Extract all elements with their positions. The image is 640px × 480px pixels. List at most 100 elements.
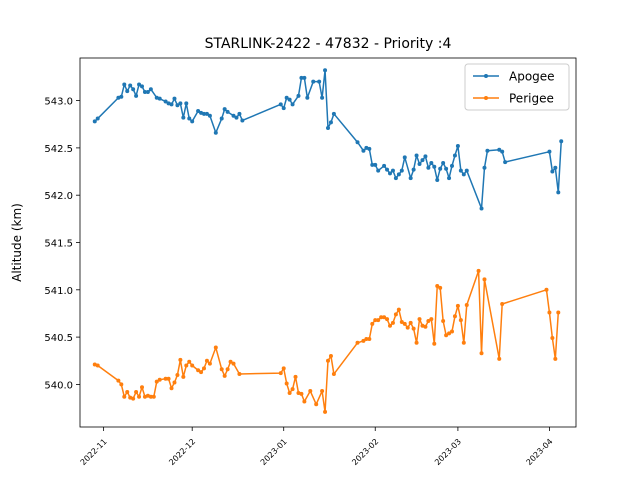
data-point <box>326 126 330 131</box>
data-point <box>190 363 195 368</box>
data-point <box>305 95 310 100</box>
data-point <box>323 68 328 73</box>
data-point <box>388 171 392 176</box>
data-point <box>441 319 446 324</box>
data-point <box>385 167 390 172</box>
legend-label: Perigee <box>509 92 554 106</box>
data-point <box>278 102 283 107</box>
data-point <box>119 382 124 387</box>
data-point <box>438 285 443 290</box>
data-point <box>323 409 328 414</box>
y-tick-label: 540.5 <box>44 333 73 344</box>
data-point <box>175 103 180 108</box>
data-point <box>134 389 139 394</box>
data-point <box>331 111 336 116</box>
data-point <box>408 176 413 181</box>
data-point <box>435 178 440 183</box>
data-point <box>479 351 484 356</box>
data-point <box>237 111 242 116</box>
legend-label: Apogee <box>509 70 555 84</box>
y-axis-label: Altitude (km) <box>10 203 24 282</box>
data-point <box>184 101 189 106</box>
data-point <box>125 389 130 394</box>
data-point <box>207 113 212 118</box>
data-point <box>441 161 446 166</box>
data-point <box>550 169 555 174</box>
y-tick-label: 542.0 <box>44 191 73 202</box>
data-point <box>148 87 153 92</box>
data-point <box>166 376 171 381</box>
data-point <box>178 357 183 362</box>
data-point <box>299 75 304 80</box>
data-point <box>199 370 204 375</box>
data-point <box>163 99 168 104</box>
data-point <box>450 329 454 334</box>
data-point <box>503 160 508 165</box>
data-point <box>447 176 452 181</box>
data-point <box>213 345 218 350</box>
data-point <box>426 165 431 170</box>
data-point <box>455 303 460 308</box>
data-point <box>190 119 195 124</box>
data-point <box>402 321 407 326</box>
data-point <box>299 391 304 396</box>
data-point <box>290 387 295 392</box>
y-tick-label: 543.0 <box>44 97 73 108</box>
data-point <box>154 379 159 384</box>
data-point <box>411 326 416 331</box>
data-point <box>497 147 502 152</box>
data-point <box>485 148 490 153</box>
data-point <box>178 101 183 106</box>
data-point <box>204 111 209 116</box>
data-point <box>367 337 372 342</box>
data-point <box>231 113 236 118</box>
data-point <box>399 319 404 324</box>
data-point <box>287 97 292 102</box>
data-point <box>172 380 177 385</box>
data-point <box>408 320 413 325</box>
data-point <box>290 102 295 107</box>
data-point <box>361 148 366 153</box>
data-point <box>447 331 452 336</box>
data-point <box>382 315 387 320</box>
data-point <box>376 168 381 173</box>
data-point <box>157 96 162 101</box>
series-layer <box>92 68 564 414</box>
data-point <box>432 341 437 346</box>
data-point <box>281 106 286 111</box>
data-point <box>452 314 457 319</box>
data-point <box>225 367 230 372</box>
data-point <box>196 368 201 373</box>
data-point <box>461 340 466 345</box>
data-point <box>213 130 218 135</box>
data-point <box>331 372 336 377</box>
data-point <box>281 366 286 371</box>
data-point <box>429 317 434 322</box>
data-point <box>151 394 156 399</box>
data-point <box>464 168 469 173</box>
data-point <box>172 96 177 101</box>
data-point <box>379 315 384 320</box>
data-point <box>390 168 395 173</box>
data-point <box>320 95 325 100</box>
data-point <box>169 386 174 391</box>
data-point <box>169 102 174 107</box>
data-point <box>125 89 130 94</box>
data-point <box>231 361 236 366</box>
data-point <box>355 140 360 145</box>
legend-marker <box>484 74 488 78</box>
data-point <box>219 367 224 372</box>
data-point <box>222 373 227 378</box>
data-point <box>95 363 100 368</box>
data-point <box>187 116 192 121</box>
data-point <box>320 389 325 394</box>
data-point <box>396 172 401 177</box>
legend-entry-perigee: Perigee <box>473 92 554 106</box>
data-point <box>432 164 437 169</box>
y-tick-label: 541.5 <box>44 239 73 250</box>
legend-marker <box>484 96 488 100</box>
data-point <box>396 307 401 312</box>
data-point <box>547 310 552 315</box>
data-point <box>145 90 150 95</box>
data-point <box>237 372 242 377</box>
